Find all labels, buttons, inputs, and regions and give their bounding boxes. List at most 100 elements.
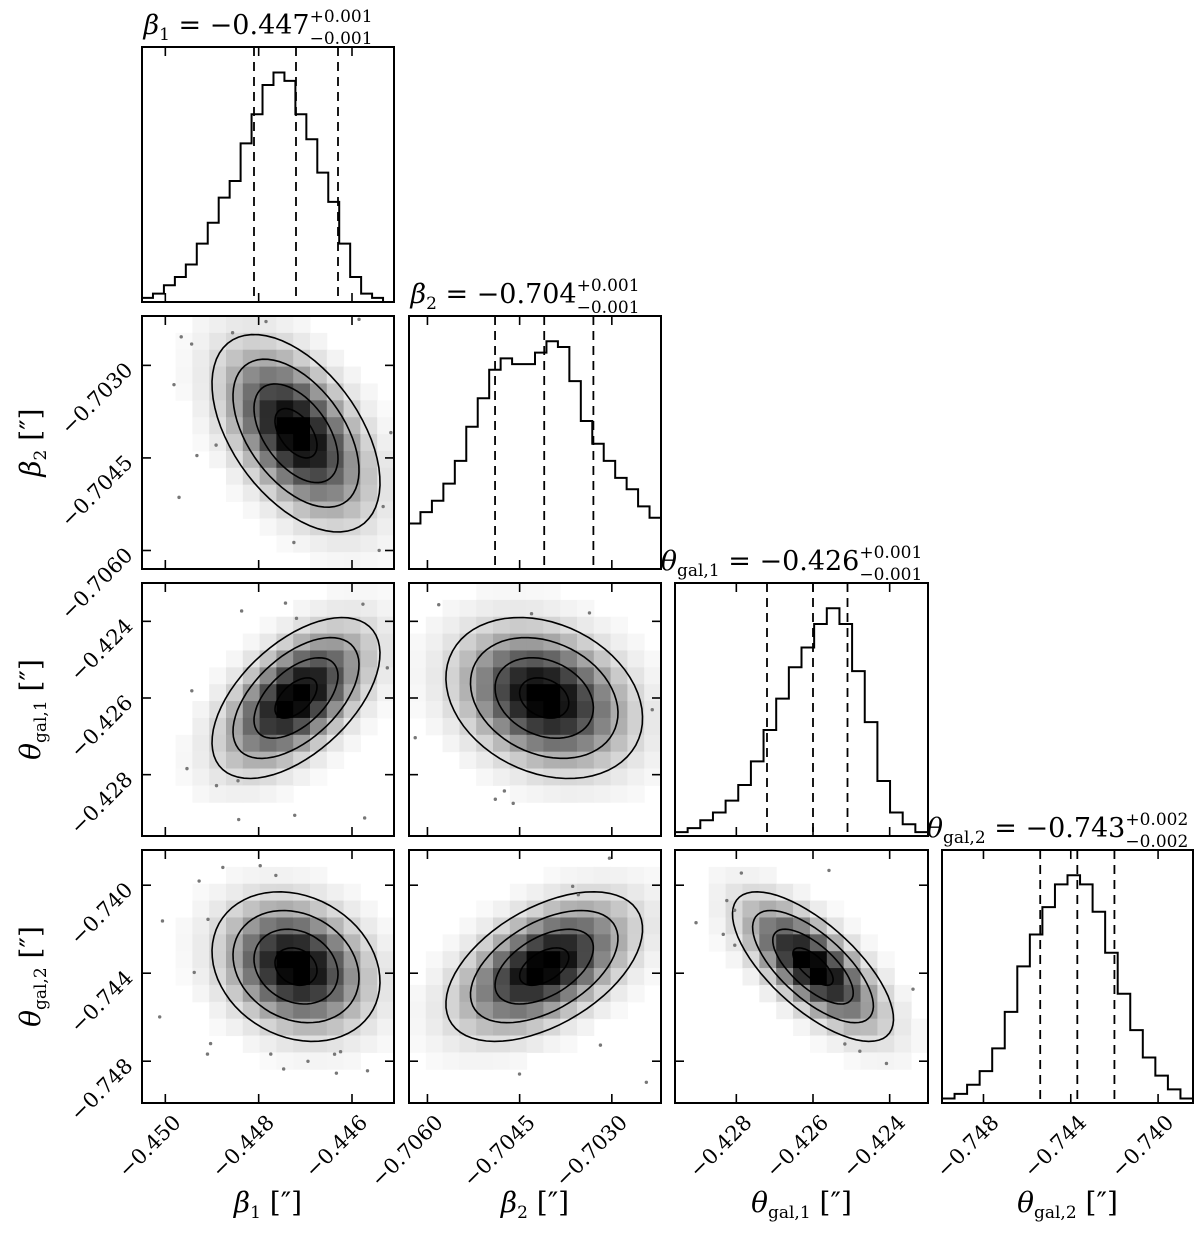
param-title-median: = −0.704 — [437, 279, 577, 310]
density-cell — [493, 1035, 511, 1053]
density-cell — [826, 1035, 845, 1053]
contour-line — [211, 333, 381, 533]
contour-line — [731, 890, 895, 1043]
density-cell — [442, 734, 460, 753]
density-cell — [644, 917, 662, 935]
density-cell — [577, 934, 595, 952]
density-cell — [644, 667, 662, 685]
density-cell — [175, 951, 193, 969]
density-cell — [442, 1052, 460, 1070]
x-tick-label: −0.7045 — [459, 1110, 540, 1191]
density-cell — [209, 785, 227, 803]
panel-frame — [674, 849, 929, 1104]
density-cell — [209, 734, 227, 753]
density-cell — [377, 535, 395, 553]
density-cell — [293, 734, 311, 753]
density-cell — [442, 684, 460, 702]
param-title-subscript: 1 — [159, 25, 170, 45]
density-cell — [226, 917, 244, 935]
density-cell — [459, 1035, 477, 1053]
density-cell — [860, 951, 878, 969]
density-cell — [360, 535, 378, 553]
density-cell — [293, 717, 311, 736]
density-cell — [259, 1035, 277, 1053]
density-cell — [742, 968, 760, 986]
y-tick-label: −0.7030 — [56, 358, 137, 439]
density-cell — [175, 968, 193, 986]
density-cell — [192, 951, 210, 969]
density-cell — [725, 951, 743, 969]
density-cell — [343, 467, 361, 486]
density-cell — [360, 484, 378, 503]
density-cell — [759, 984, 777, 1003]
sample-point — [192, 970, 196, 975]
density-cell — [360, 400, 378, 418]
density-cell — [860, 1052, 878, 1070]
density-cell — [276, 751, 294, 770]
density-cell — [276, 717, 294, 736]
density-cell — [809, 900, 828, 918]
sample-point — [332, 1052, 337, 1056]
contour-line — [232, 636, 360, 760]
density-cell — [377, 552, 395, 570]
density-cell — [776, 951, 794, 969]
density-cell — [175, 751, 193, 770]
density-cell — [543, 785, 561, 803]
density-cell — [610, 768, 628, 786]
density-cell — [377, 1001, 395, 1020]
density-cell — [259, 349, 277, 368]
density-cell — [577, 968, 595, 986]
density-cell — [577, 951, 595, 969]
y-axis-label-3: θgal,1 [″] — [14, 659, 51, 760]
density-cell — [509, 684, 528, 702]
contour-line — [211, 890, 381, 1043]
x-axis-label-2: β2 [″] — [500, 1186, 569, 1223]
sample-point — [694, 920, 698, 925]
density-cell — [377, 984, 395, 1003]
density-cell — [627, 650, 645, 668]
density-cell — [326, 717, 345, 736]
x-axis-label-1: β1 [″] — [233, 1186, 302, 1223]
density-panel-3-1 — [141, 582, 395, 837]
density-cell — [377, 667, 395, 685]
density-cell — [293, 599, 311, 618]
density-cell — [175, 332, 193, 351]
contour-line — [253, 928, 339, 1005]
density-cell — [560, 768, 578, 786]
y-tick-label: −0.426 — [66, 691, 138, 763]
density-cell — [560, 1018, 578, 1037]
density-cell — [493, 984, 511, 1003]
density-cell — [877, 1035, 895, 1053]
density-cell — [226, 667, 244, 685]
density-cell — [276, 650, 294, 668]
density-cell — [476, 1052, 494, 1070]
density-cell — [343, 650, 361, 668]
density-cell — [226, 984, 244, 1003]
density-cell — [610, 717, 628, 736]
sample-point — [377, 548, 381, 553]
sample-point — [385, 666, 390, 670]
sample-point — [598, 1043, 603, 1047]
contour-line — [518, 947, 570, 987]
density-cell — [192, 917, 210, 935]
density-cell — [343, 1052, 361, 1070]
density-cell — [310, 1035, 328, 1053]
density-cell — [627, 984, 645, 1003]
density-cell — [509, 951, 528, 969]
density-cell — [192, 768, 210, 786]
density-cell — [293, 501, 311, 519]
density-cell — [877, 1001, 895, 1020]
density-cell — [343, 633, 361, 651]
density-cell — [293, 1001, 311, 1020]
density-cell — [442, 1035, 460, 1053]
density-cell — [476, 917, 494, 935]
density-cell — [209, 968, 227, 986]
density-cell — [326, 616, 345, 635]
density-cell — [343, 501, 361, 519]
density-cell — [343, 701, 361, 719]
density-cell — [526, 785, 544, 803]
density-cell — [560, 900, 578, 918]
density-cell — [509, 917, 528, 935]
density-cell — [493, 717, 511, 736]
density-cell — [310, 552, 328, 570]
